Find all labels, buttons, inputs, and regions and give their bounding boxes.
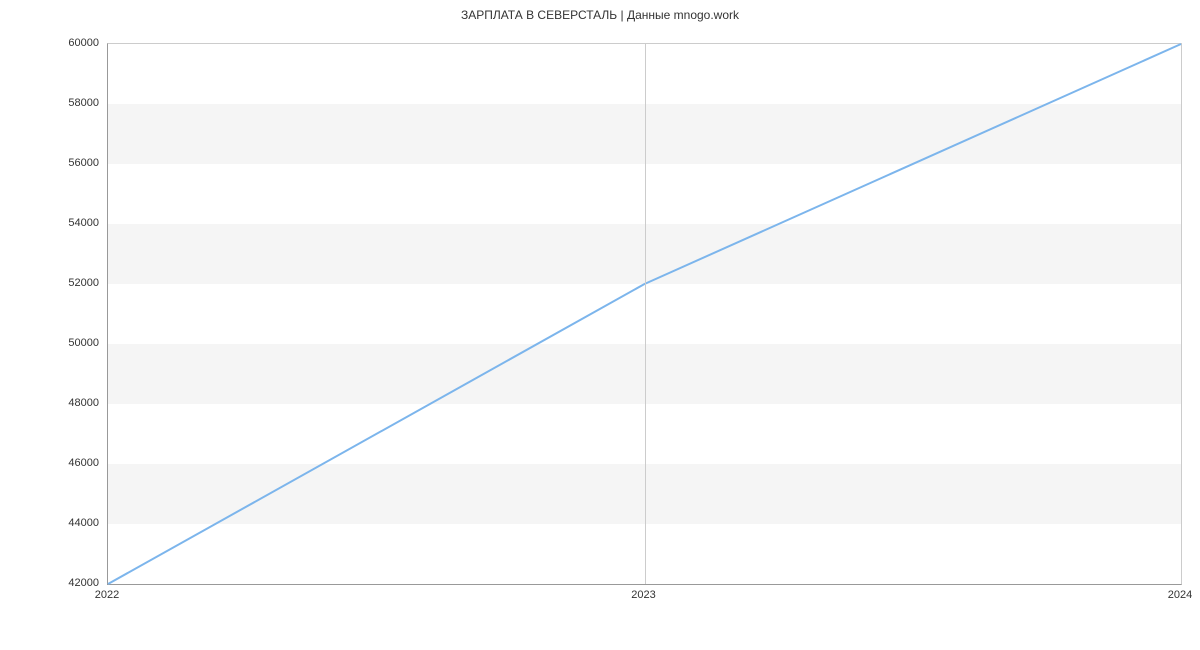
y-tick-label: 46000 xyxy=(57,457,99,469)
y-tick-label: 52000 xyxy=(57,277,99,289)
plot-area xyxy=(107,43,1182,585)
x-tick-label: 2022 xyxy=(95,589,119,601)
chart-title: ЗАРПЛАТА В СЕВЕРСТАЛЬ | Данные mnogo.wor… xyxy=(0,8,1200,22)
y-tick-label: 50000 xyxy=(57,337,99,349)
y-tick-label: 58000 xyxy=(57,97,99,109)
y-tick-label: 48000 xyxy=(57,397,99,409)
x-gridline xyxy=(645,44,646,584)
y-tick-label: 54000 xyxy=(57,217,99,229)
y-tick-label: 60000 xyxy=(57,37,99,49)
salary-line-chart: ЗАРПЛАТА В СЕВЕРСТАЛЬ | Данные mnogo.wor… xyxy=(0,0,1200,650)
x-tick-label: 2024 xyxy=(1168,589,1192,601)
y-tick-label: 42000 xyxy=(57,577,99,589)
x-tick-label: 2023 xyxy=(631,589,655,601)
y-tick-label: 44000 xyxy=(57,517,99,529)
y-tick-label: 56000 xyxy=(57,157,99,169)
